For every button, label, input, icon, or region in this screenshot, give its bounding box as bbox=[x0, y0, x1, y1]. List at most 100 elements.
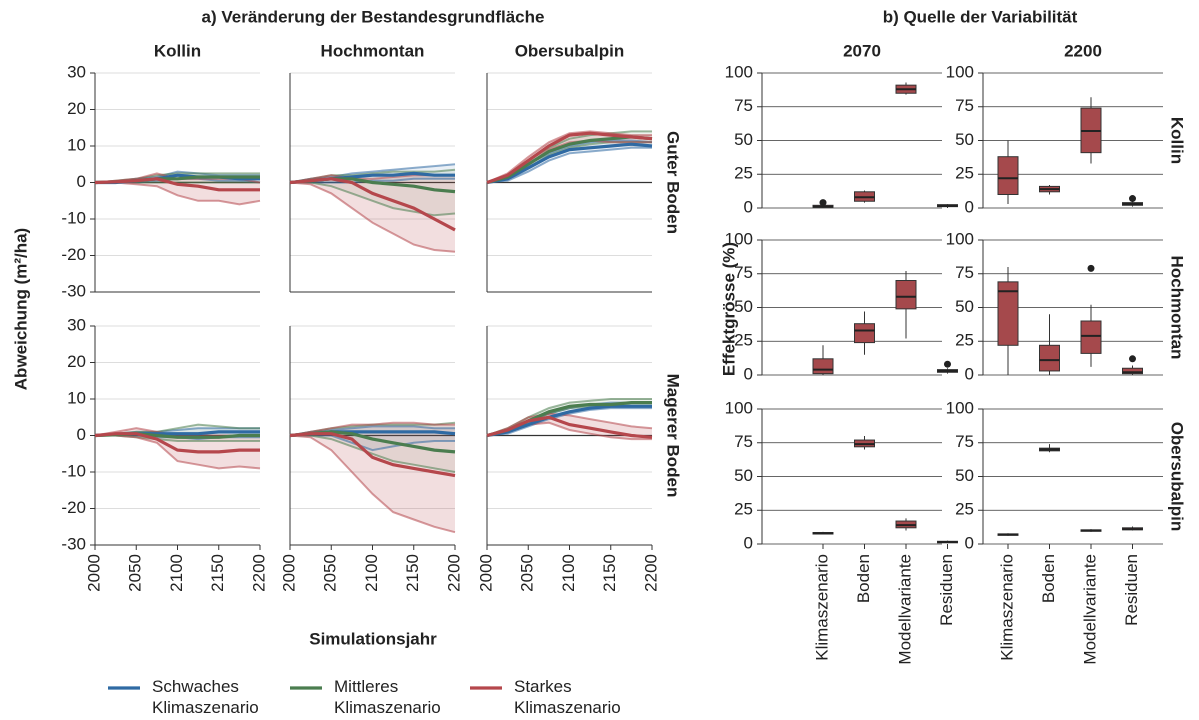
median-line bbox=[94, 432, 260, 454]
y-tick-label: 30 bbox=[67, 315, 86, 334]
box bbox=[854, 323, 875, 344]
range-line bbox=[486, 407, 652, 437]
x-tick-label: Boden bbox=[854, 554, 873, 603]
median-line bbox=[289, 432, 456, 478]
y-tick-label: 75 bbox=[955, 96, 974, 115]
range-line bbox=[290, 177, 455, 184]
box bbox=[812, 358, 834, 375]
y-tick-label: 75 bbox=[955, 263, 974, 282]
column-title: 2200 bbox=[1064, 41, 1102, 60]
y-tick-label: 25 bbox=[734, 500, 753, 519]
x-tick-label: 2000 bbox=[476, 554, 495, 592]
y-tick-label: 50 bbox=[734, 130, 753, 149]
y-tick-label: 25 bbox=[734, 331, 753, 350]
x-tick-label: 2150 bbox=[403, 554, 422, 592]
range-band bbox=[290, 175, 455, 252]
y-tick-label: 0 bbox=[77, 172, 86, 191]
outlier bbox=[1087, 264, 1095, 272]
y-tick-label: -10 bbox=[61, 461, 86, 480]
column-title: Obersubalpin bbox=[515, 41, 625, 60]
row-title: Kollin bbox=[1168, 117, 1187, 164]
y-tick-label: 10 bbox=[67, 135, 86, 154]
y-tick-label: -30 bbox=[61, 281, 86, 300]
x-tick-label: 2050 bbox=[518, 554, 537, 592]
y-tick-label: -20 bbox=[61, 498, 86, 517]
y-tick-label: 75 bbox=[734, 263, 753, 282]
x-tick-label: 2200 bbox=[641, 554, 660, 592]
y-tick-label: 75 bbox=[734, 96, 753, 115]
y-tick-label: 0 bbox=[744, 533, 753, 552]
y-tick-label: 25 bbox=[955, 331, 974, 350]
y-tick-label: 20 bbox=[67, 99, 86, 118]
chart-title: a) Veränderung der Bestandesgrundfläche bbox=[202, 7, 545, 26]
row-title: Guter Boden bbox=[664, 131, 683, 234]
outlier bbox=[1129, 355, 1136, 363]
x-axis-label: Simulationsjahr bbox=[309, 629, 437, 648]
range-line bbox=[290, 434, 455, 452]
range-line bbox=[486, 412, 653, 437]
median-line bbox=[486, 131, 653, 185]
y-tick-label: 25 bbox=[955, 500, 974, 519]
y-tick-label: 50 bbox=[734, 466, 753, 485]
y-tick-label: 100 bbox=[946, 398, 974, 417]
x-tick-label: 2100 bbox=[559, 554, 578, 592]
legend-label: Schwaches Klimaszenario bbox=[152, 677, 259, 717]
y-tick-label: 10 bbox=[67, 388, 86, 407]
y-axis-label: Abweichung (m²/ha) bbox=[11, 228, 30, 390]
column-title: Hochmontan bbox=[321, 41, 425, 60]
x-tick-label: Klimaszenario bbox=[812, 554, 831, 661]
y-tick-label: 100 bbox=[946, 229, 974, 248]
box bbox=[1039, 344, 1060, 372]
x-tick-label: Boden bbox=[1039, 554, 1058, 603]
legend-label: Mittleres Klimaszenario bbox=[334, 677, 441, 717]
y-tick-label: 0 bbox=[965, 197, 974, 216]
x-tick-label: 2200 bbox=[444, 554, 463, 592]
outlier bbox=[1129, 195, 1136, 203]
y-tick-label: 25 bbox=[734, 164, 753, 183]
x-tick-label: Klimaszenario bbox=[997, 554, 1016, 661]
y-tick-label: 75 bbox=[955, 432, 974, 451]
x-tick-label: 2050 bbox=[321, 554, 340, 592]
y-tick-label: -30 bbox=[61, 534, 86, 553]
range-line bbox=[486, 146, 652, 184]
y-tick-label: 0 bbox=[77, 425, 86, 444]
x-tick-label: 2050 bbox=[126, 554, 145, 592]
median-line bbox=[94, 177, 260, 192]
y-tick-label: 30 bbox=[67, 62, 86, 81]
y-tick-label: 50 bbox=[734, 297, 753, 316]
y-tick-label: 0 bbox=[965, 364, 974, 383]
box bbox=[997, 281, 1019, 346]
outlier bbox=[819, 199, 827, 207]
x-tick-label: Modellvariante bbox=[895, 554, 914, 665]
range-line bbox=[289, 434, 456, 534]
y-tick-label: 50 bbox=[955, 466, 974, 485]
y-tick-label: 0 bbox=[744, 197, 753, 216]
median-line bbox=[486, 142, 653, 185]
box bbox=[997, 156, 1019, 195]
range-line bbox=[95, 434, 261, 470]
y-tick-label: -20 bbox=[61, 245, 86, 264]
outlier bbox=[944, 360, 951, 368]
x-tick-label: 2200 bbox=[249, 554, 268, 592]
column-title: 2070 bbox=[843, 41, 881, 60]
box bbox=[1122, 367, 1143, 375]
y-axis-label: Effektgrösse (%) bbox=[719, 242, 738, 376]
y-tick-label: 75 bbox=[734, 432, 753, 451]
y-tick-label: 100 bbox=[725, 62, 753, 81]
column-title: Kollin bbox=[154, 41, 201, 60]
x-tick-label: 2150 bbox=[208, 554, 227, 592]
y-tick-label: 0 bbox=[965, 533, 974, 552]
median-line bbox=[486, 404, 652, 438]
x-tick-label: Residuen bbox=[1122, 554, 1141, 626]
x-tick-label: Residuen bbox=[937, 554, 956, 626]
y-tick-label: 100 bbox=[946, 62, 974, 81]
box bbox=[1080, 320, 1102, 354]
y-tick-label: 50 bbox=[955, 130, 974, 149]
x-tick-label: 2000 bbox=[84, 554, 103, 592]
median-line bbox=[486, 415, 653, 439]
y-tick-label: 100 bbox=[725, 398, 753, 417]
y-tick-label: 25 bbox=[955, 164, 974, 183]
median-line bbox=[289, 177, 456, 232]
